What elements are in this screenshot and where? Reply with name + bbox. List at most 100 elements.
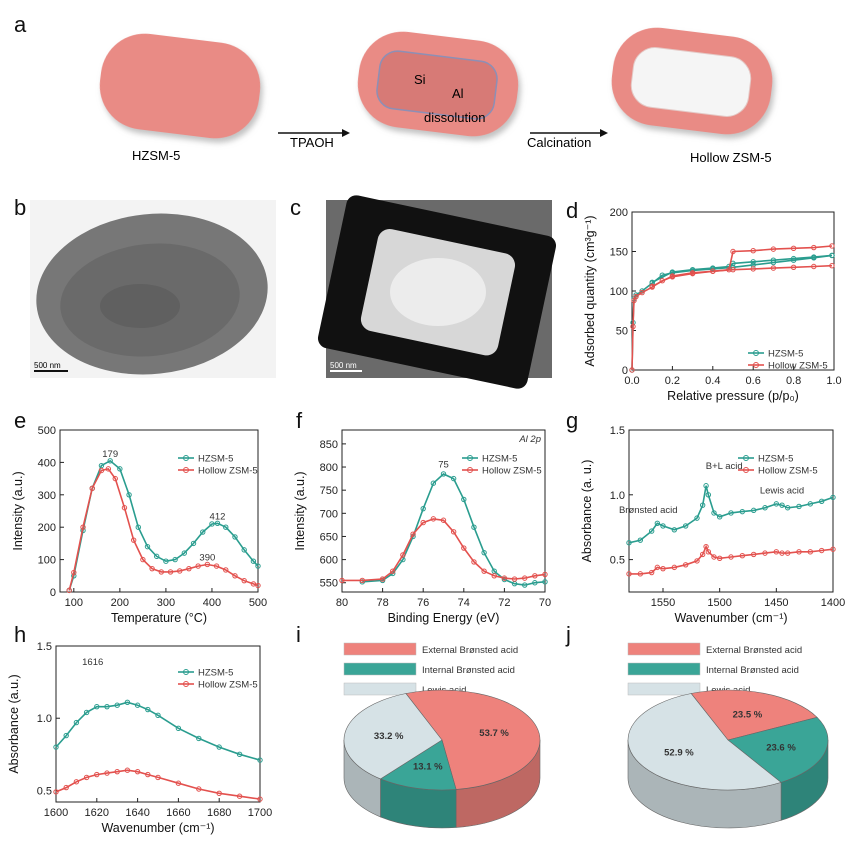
legend-label: HZSM-5	[758, 454, 793, 465]
data-point	[779, 550, 785, 556]
legend-label: Hollow ZSM-5	[758, 466, 818, 477]
data-point	[209, 521, 215, 527]
data-point	[204, 561, 211, 568]
y-axis-label: Intensity (a.u.)	[11, 471, 25, 550]
pie-slice	[727, 716, 829, 783]
data-point	[716, 514, 723, 520]
y-tick-label: 1.0	[37, 713, 52, 725]
data-point	[155, 774, 161, 781]
x-tick-label: 1700	[248, 807, 272, 819]
y-tick-label: 400	[38, 457, 56, 469]
data-point	[711, 554, 717, 560]
panel-label-f: f	[296, 408, 303, 433]
plot-frame	[631, 211, 835, 371]
y-tick-label: 650	[320, 531, 338, 543]
legend-label: Hollow ZSM-5	[482, 466, 542, 477]
y-axis-label: Absorbance (a.u.)	[7, 674, 21, 773]
data-point	[750, 551, 757, 558]
annotation-label: 179	[102, 449, 118, 460]
data-point	[196, 786, 202, 792]
legend-swatch	[343, 662, 417, 676]
data-point	[216, 744, 222, 750]
x-tick-label: 1550	[651, 597, 675, 609]
data-point	[669, 273, 676, 279]
data-point	[172, 556, 178, 563]
data-point	[94, 771, 100, 778]
data-point	[694, 558, 700, 564]
legend-marker	[183, 681, 189, 687]
data-point	[471, 524, 477, 530]
data-point	[699, 551, 706, 558]
pie-value-label: 33.2 %	[374, 731, 404, 742]
data-point	[649, 283, 655, 289]
x-tick-label: 76	[417, 597, 429, 609]
legend-label: Hollow ZSM-5	[768, 361, 828, 372]
data-point	[440, 471, 447, 477]
plot-frame	[55, 645, 261, 803]
data-point	[214, 520, 221, 527]
annotation-label: Brønsted acid	[619, 505, 678, 516]
al-label: Al	[452, 86, 464, 101]
tem-image-hollow	[317, 195, 557, 389]
legend-swatch	[343, 642, 417, 656]
chart-f-xps: 80 78 76 74 72 70 550 600 650 700 750 800 850 Binding…	[293, 429, 551, 625]
data-point	[175, 780, 182, 786]
data-point	[121, 505, 128, 511]
legend-label: External Brønsted acid	[706, 645, 802, 656]
pie-value-label: 52.9 %	[664, 747, 694, 758]
y-tick-label: 0	[50, 587, 56, 599]
chart-i-pie-hzsm5: External Brønsted acid Internal Brønsted …	[343, 642, 541, 850]
legend-label: Hollow ZSM-5	[198, 680, 258, 691]
data-point	[104, 770, 110, 776]
data-point	[811, 254, 817, 260]
data-point	[450, 475, 457, 482]
data-point	[739, 508, 746, 515]
data-point	[461, 496, 467, 503]
data-point	[80, 524, 86, 530]
data-point	[818, 547, 825, 554]
data-point	[703, 543, 709, 550]
data-point	[710, 268, 716, 274]
data-point	[750, 259, 756, 265]
data-point	[420, 519, 426, 526]
data-point	[63, 732, 69, 739]
y-tick-label: 150	[610, 247, 628, 259]
data-point	[703, 483, 709, 489]
data-point	[705, 492, 712, 498]
data-point	[532, 573, 538, 579]
data-point	[114, 768, 120, 775]
data-point	[73, 779, 80, 785]
x-tick-label: 1.0	[826, 375, 841, 387]
data-point	[637, 537, 644, 543]
data-point	[213, 563, 220, 569]
data-point	[140, 556, 146, 563]
data-point	[739, 553, 746, 559]
legend-label: Hollow ZSM-5	[198, 466, 258, 477]
pie-title: HZSM-5	[416, 847, 468, 850]
data-point	[241, 547, 247, 553]
panel-label-c: c	[290, 195, 301, 220]
x-tick-label: 0.0	[624, 375, 639, 387]
data-point	[770, 257, 777, 263]
data-point	[481, 568, 487, 574]
annotation-label: 75	[438, 460, 449, 471]
pie-title: Hollow ZSM-5	[684, 847, 772, 850]
chart-g-pyridine-ir: 1550 1500 1450 1400 0.5 1.0 1.5 Wavenumber (cm⁻…	[580, 425, 845, 625]
legend-label: HZSM-5	[768, 349, 803, 360]
data-point	[145, 771, 151, 778]
y-tick-label: 0	[622, 365, 628, 377]
data-point	[682, 523, 689, 529]
legend-marker	[467, 467, 473, 473]
data-point	[71, 569, 77, 576]
data-point	[255, 563, 261, 569]
y-axis-label: Adsorbed quantity (cm³g⁻¹)	[583, 215, 597, 366]
data-point	[420, 505, 426, 512]
data-point	[94, 703, 100, 710]
data-point	[818, 498, 825, 504]
data-point	[155, 712, 161, 719]
data-point	[175, 725, 182, 732]
x-tick-label: 100	[65, 597, 83, 609]
data-point	[830, 494, 836, 501]
plot-frame	[341, 429, 546, 593]
